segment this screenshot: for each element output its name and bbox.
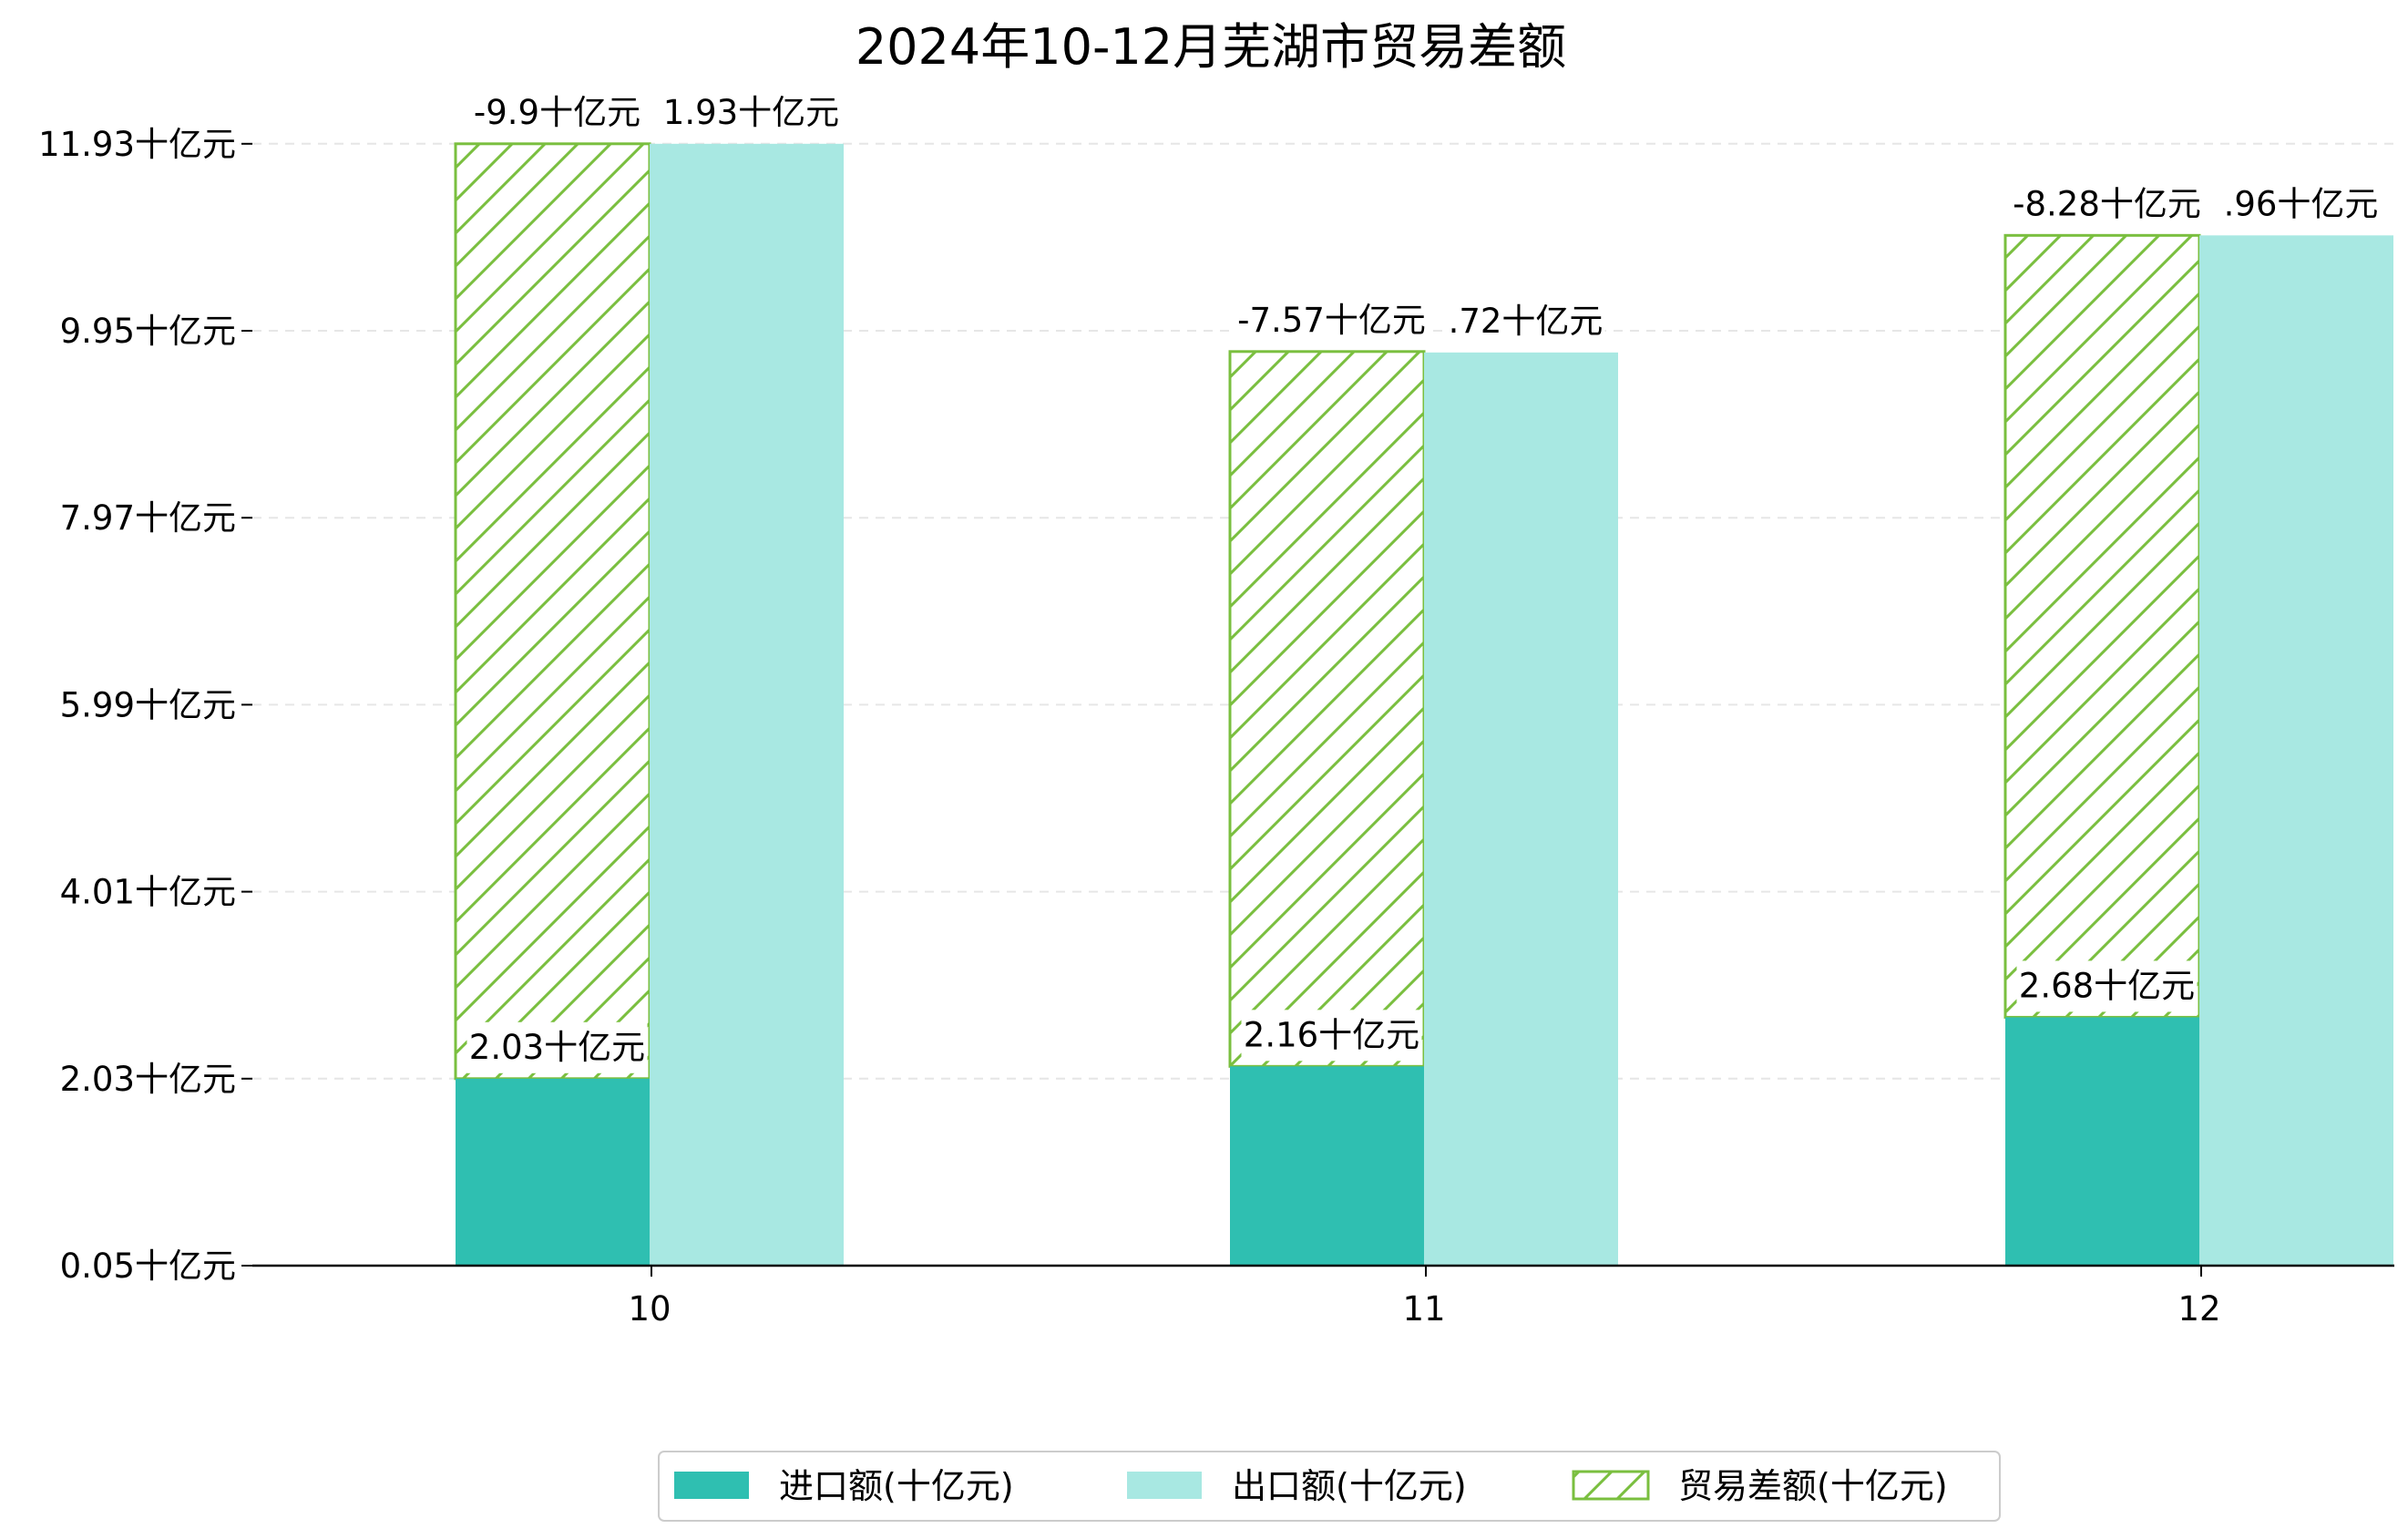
- data-label-import-bg: [466, 1021, 648, 1073]
- data-label-balance-bg: [2005, 179, 2208, 231]
- data-label-balance: -7.57十亿元: [1237, 301, 1426, 340]
- data-labels: 1.93十亿元 -9.9十亿元 2.03十亿元 .72十亿元 -7.57十亿元 2.16十…: [466, 87, 2381, 1073]
- data-label-export: .96十亿元: [2224, 184, 2379, 223]
- y-tick-label: 2.03十亿元: [60, 1060, 236, 1099]
- bar-trade-balance: [454, 142, 651, 1081]
- data-label-export-bg: [1446, 295, 1605, 347]
- bar-import: [1230, 1066, 1424, 1266]
- legend-label: 贸易差额(十亿元): [1678, 1466, 1948, 1506]
- x-tick-label: 11: [1402, 1289, 1445, 1329]
- data-label-import: 2.03十亿元: [469, 1028, 645, 1067]
- bar-trade-balance: [1228, 350, 1426, 1068]
- y-tick-label: 7.97十亿元: [60, 498, 236, 538]
- data-label-import: 2.16十亿元: [1244, 1015, 1419, 1054]
- x-tick-label: 12: [2177, 1289, 2220, 1329]
- data-label-import-bg: [2016, 960, 2198, 1012]
- legend: 进口额(十亿元) 出口额(十亿元) 贸易差额(十亿元): [658, 1451, 2001, 1522]
- legend-swatch: [1572, 1470, 1650, 1501]
- x-tick-label: 10: [628, 1289, 671, 1329]
- axes: 0.05十亿元 2.03十亿元 4.01十亿元 5.99十亿元 7.97十亿元 9.95十…: [38, 125, 2394, 1329]
- y-tick-label: 11.93十亿元: [38, 125, 236, 164]
- data-label-import: 2.68十亿元: [2019, 966, 2195, 1005]
- bar-export: [650, 143, 844, 1266]
- bar-trade-balance: [2003, 233, 2201, 1019]
- bar-import: [2005, 1017, 2199, 1266]
- bar-import: [456, 1078, 650, 1266]
- bar-export: [2199, 235, 2393, 1266]
- legend-swatch: [674, 1472, 749, 1499]
- chart-title: 2024年10-12月芜湖市贸易差额: [856, 18, 1566, 76]
- legend-box: [658, 1451, 2001, 1522]
- data-label-balance: -9.9十亿元: [474, 93, 640, 132]
- y-tick-label: 4.01十亿元: [60, 873, 236, 912]
- legend-label: 出口额(十亿元): [1232, 1466, 1467, 1506]
- y-tick-label: 9.95十亿元: [60, 312, 236, 351]
- data-label-balance-bg: [466, 87, 648, 139]
- y-tick-label: 5.99十亿元: [60, 685, 236, 724]
- data-label-balance-bg: [1230, 294, 1433, 346]
- data-label-export: 1.93十亿元: [663, 93, 839, 132]
- data-label-balance: -8.28十亿元: [2013, 184, 2201, 223]
- legend-swatch: [1127, 1472, 1202, 1499]
- data-label-export-bg: [661, 87, 842, 139]
- data-label-export: .72十亿元: [1449, 302, 1604, 341]
- data-label-import-bg: [1241, 1010, 1422, 1062]
- data-label-export-bg: [2221, 179, 2381, 231]
- bars: [454, 142, 2393, 1266]
- legend-label: 进口额(十亿元): [779, 1466, 1014, 1506]
- bar-export: [1424, 352, 1618, 1266]
- y-tick-label: 0.05十亿元: [60, 1247, 236, 1286]
